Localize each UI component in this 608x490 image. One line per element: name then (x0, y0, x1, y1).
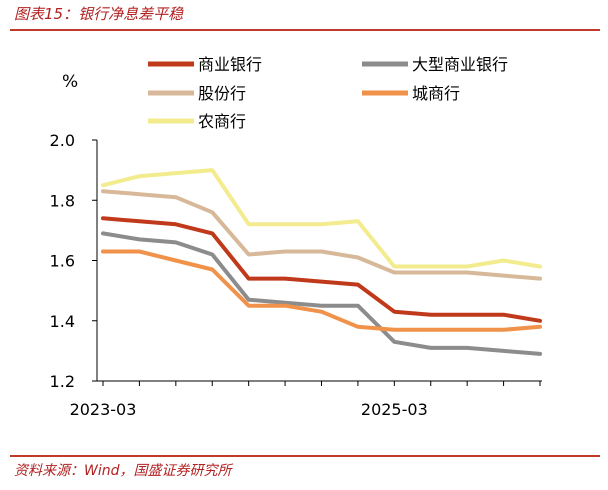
y-tick-label: 1.4 (50, 312, 75, 331)
data-point-2 (356, 256, 360, 259)
data-point-4 (211, 168, 214, 172)
data-point-0 (320, 280, 323, 283)
data-point-4 (320, 223, 323, 226)
data-point-3 (538, 325, 542, 328)
legend-label: 农商行 (198, 112, 246, 131)
data-point-3 (283, 304, 287, 307)
data-point-4 (283, 223, 287, 226)
data-point-2 (465, 271, 469, 274)
y-tick-label: 1.2 (50, 372, 75, 391)
data-point-3 (502, 328, 505, 331)
data-point-1 (283, 301, 287, 304)
series-line-3 (101, 249, 542, 332)
data-point-2 (101, 190, 105, 193)
data-point-2 (502, 274, 505, 277)
legend-label: 大型商业银行 (412, 55, 508, 74)
data-point-1 (211, 253, 214, 256)
data-point-1 (101, 232, 105, 235)
data-point-0 (429, 313, 432, 316)
data-point-0 (283, 277, 287, 280)
data-point-1 (502, 349, 505, 353)
footer-divider (10, 455, 600, 457)
data-point-4 (174, 171, 178, 175)
data-point-2 (247, 253, 250, 256)
x-tick-label: 2023-03 (70, 400, 137, 419)
data-point-0 (393, 310, 396, 313)
data-point-4 (101, 183, 105, 187)
data-point-4 (465, 265, 469, 268)
data-point-1 (138, 238, 141, 241)
data-point-2 (211, 211, 214, 214)
source-note: 资料来源：Wind，国盛证券研究所 (14, 463, 232, 479)
data-point-0 (174, 223, 178, 226)
legend-label: 商业银行 (198, 55, 262, 74)
x-tick-label: 2025-03 (361, 400, 428, 419)
data-point-0 (211, 232, 214, 235)
data-point-4 (502, 259, 505, 262)
data-point-2 (138, 193, 141, 196)
data-point-2 (283, 250, 287, 253)
data-point-2 (393, 271, 396, 274)
data-point-1 (247, 298, 250, 301)
data-point-1 (538, 352, 542, 356)
data-point-4 (393, 265, 396, 268)
data-point-4 (429, 265, 432, 268)
data-point-3 (393, 328, 396, 331)
figure-title: 图表15：银行净息差平稳 (14, 5, 184, 23)
data-point-0 (138, 220, 141, 223)
data-point-4 (247, 223, 250, 226)
y-tick-label: 1.6 (50, 252, 75, 271)
data-point-3 (101, 250, 105, 253)
data-point-2 (320, 250, 323, 253)
data-point-1 (465, 346, 469, 350)
data-point-4 (138, 174, 141, 178)
chart-axes: 1.2 1.4 1.6 1.8 2.0 2023-03 2025-03 (50, 131, 542, 419)
data-point-0 (356, 283, 360, 286)
data-point-2 (174, 196, 178, 199)
y-axis-unit-label: % (62, 72, 78, 92)
data-point-0 (247, 277, 250, 280)
data-point-0 (465, 313, 469, 316)
data-point-1 (320, 304, 323, 307)
data-point-2 (429, 271, 432, 274)
data-point-3 (356, 325, 360, 328)
data-point-1 (393, 340, 396, 344)
data-point-0 (101, 217, 105, 220)
data-point-3 (247, 304, 250, 307)
data-point-3 (465, 328, 469, 331)
data-point-1 (429, 346, 432, 350)
data-point-3 (174, 259, 178, 262)
y-tick-label: 2.0 (50, 131, 75, 150)
data-point-3 (138, 250, 141, 253)
series-lines (101, 168, 542, 356)
y-tick-label: 1.8 (50, 191, 75, 210)
data-point-3 (429, 328, 432, 331)
data-point-2 (538, 277, 542, 280)
data-point-4 (538, 265, 542, 268)
data-point-1 (174, 241, 178, 244)
data-point-4 (356, 220, 360, 223)
legend-label: 股份行 (198, 84, 246, 103)
data-point-1 (356, 304, 360, 307)
legend-label: 城商行 (412, 84, 460, 103)
data-point-3 (211, 268, 214, 271)
title-divider (10, 29, 600, 31)
data-point-0 (538, 319, 542, 322)
data-point-0 (502, 313, 505, 316)
data-point-3 (320, 310, 323, 313)
